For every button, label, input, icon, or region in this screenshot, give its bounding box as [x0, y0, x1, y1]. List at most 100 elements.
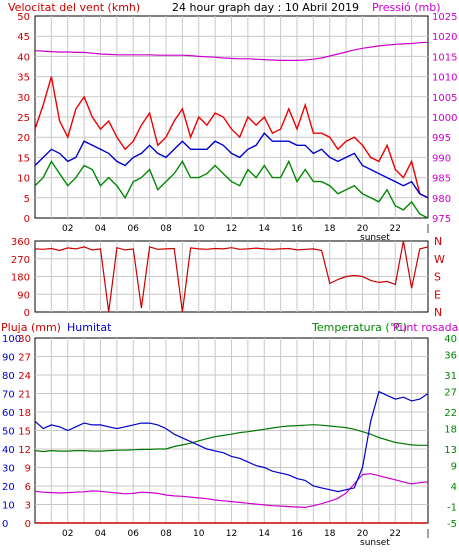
wind-speed-tick: 25 — [17, 113, 30, 124]
rain-tick: 27 — [18, 353, 31, 364]
humidity-title: Humitat — [67, 321, 112, 334]
rain-tick: 24 — [18, 371, 31, 382]
direction-cardinal-label: S — [434, 271, 441, 284]
rain-tick: 15 — [18, 427, 31, 438]
pressure-tick: 1000 — [432, 113, 457, 124]
temperature-tick: -5 — [447, 519, 457, 530]
wind-panel-series — [34, 41, 429, 219]
direction-cardinal-label: N — [434, 306, 442, 319]
temperature-tick: 40 — [444, 334, 457, 345]
x-tick-label: | — [426, 224, 429, 234]
wind-panel-x-axis: 02 04 06 08 10 12 14 16 18 20 22 | — [62, 224, 430, 234]
humidity-tick: 20 — [2, 482, 15, 493]
humidity-temperature-panel: 0 3 6 9 12 15 18 21 24 27 30 0 10 20 30 40 50 60 70 80 90 10… — [1, 321, 458, 548]
pressure-axis: 975 980 985 990 995 1000 1005 1010 1015 1020 1025 — [432, 12, 457, 225]
pressure-tick: 995 — [432, 133, 451, 144]
rain-tick: 12 — [18, 445, 31, 456]
direction-degree-tick: 180 — [11, 273, 30, 284]
x-tick-label: 12 — [226, 529, 237, 539]
direction-degree-tick: 360 — [11, 237, 30, 248]
humidity-tick: 30 — [2, 464, 15, 475]
x-tick-label: 14 — [259, 529, 271, 539]
rain-axis: 0 3 6 9 12 15 18 21 24 27 30 — [18, 334, 31, 530]
direction-panel-series — [34, 240, 429, 313]
sunset-label-1: sunset — [360, 233, 390, 243]
direction-cardinal-label: W — [434, 253, 445, 266]
pressure-tick: 1025 — [432, 12, 457, 23]
x-tick-label: 10 — [193, 529, 205, 539]
x-tick-label: 08 — [160, 224, 172, 234]
wind-speed-tick: 20 — [17, 133, 30, 144]
humidity-line — [34, 390, 429, 493]
pressure-tick: 1010 — [432, 73, 457, 84]
humidity-tick: 10 — [2, 501, 15, 512]
x-tick-label: 10 — [193, 224, 205, 234]
dewpoint-line — [34, 473, 429, 509]
temperature-tick: 18 — [444, 424, 457, 435]
rain-tick: 18 — [18, 408, 31, 419]
temperature-tick: 4 — [451, 482, 457, 493]
climate-panel-grid — [35, 338, 428, 523]
x-tick-label: 14 — [259, 224, 271, 234]
wind-speed-axis: 0 5 10 15 20 25 30 35 40 45 50 — [17, 12, 30, 225]
wind-speed-line — [34, 76, 429, 199]
temperature-tick: 13 — [444, 445, 457, 456]
pressure-line — [34, 41, 429, 62]
temperature-tick: 27 — [444, 387, 457, 398]
rain-tick: 3 — [25, 501, 31, 512]
rain-tick: 30 — [18, 334, 31, 345]
direction-degree-tick: 270 — [11, 255, 30, 266]
x-tick-label: 18 — [324, 224, 336, 234]
wind-speed-tick: 50 — [17, 12, 30, 23]
x-tick-label: | — [426, 529, 429, 539]
temperature-tick: 22 — [444, 408, 457, 419]
direction-cardinal-label: E — [434, 288, 441, 301]
wind-speed-tick: 15 — [17, 153, 30, 164]
x-tick-label: 06 — [128, 224, 140, 234]
rain-tick: 0 — [25, 519, 31, 530]
pressure-tick: 1005 — [432, 93, 457, 104]
wind-direction-line — [34, 240, 429, 313]
pressure-tick: 975 — [432, 214, 451, 225]
x-tick-label: 08 — [160, 529, 172, 539]
temperature-line — [34, 424, 428, 453]
date-title: 24 hour graph day : 10 Abril 2019 — [172, 1, 359, 14]
pressure-tick: 990 — [432, 153, 451, 164]
rain-tick: 6 — [25, 482, 31, 493]
wind-speed-tick: 5 — [24, 194, 30, 205]
temperature-tick: 31 — [444, 371, 457, 382]
direction-degree-tick: 90 — [17, 290, 30, 301]
humidity-tick: 100 — [2, 334, 21, 345]
pressure-tick: 1015 — [432, 52, 457, 63]
rain-tick: 9 — [25, 464, 31, 475]
temperature-tick: 9 — [451, 461, 457, 472]
temperature-tick: -1 — [447, 503, 457, 514]
temperature-title: Temperatura (°C) — [311, 321, 407, 334]
rain-title: Pluja (mm) — [1, 321, 61, 334]
wind-speed-tick: 30 — [17, 93, 30, 104]
direction-degree-tick: 0 — [24, 308, 30, 319]
wind-speed-tick: 45 — [17, 32, 30, 43]
rain-tick: 21 — [18, 390, 31, 401]
wind-minimum-line — [34, 159, 429, 219]
pressure-tick: 980 — [432, 194, 451, 205]
humidity-axis: 0 10 20 30 40 50 60 70 80 90 100 — [2, 334, 21, 530]
wind-speed-title: Velocitat del vent (kmh) — [8, 1, 140, 14]
dewpoint-title: Punt rosada — [393, 321, 458, 334]
x-tick-label: 18 — [324, 529, 336, 539]
humidity-tick: 50 — [2, 427, 15, 438]
x-tick-label: 16 — [291, 529, 303, 539]
humidity-tick: 70 — [2, 390, 15, 401]
x-tick-label: 02 — [62, 224, 73, 234]
x-tick-label: 20 — [357, 529, 369, 539]
sunset-label-2: sunset — [360, 538, 390, 548]
humidity-tick: 90 — [2, 353, 15, 364]
wind-average-line — [34, 132, 429, 199]
humidity-tick: 60 — [2, 408, 15, 419]
x-tick-label: 06 — [128, 529, 140, 539]
humidity-tick: 80 — [2, 371, 15, 382]
x-tick-label: 20 — [357, 224, 369, 234]
x-tick-label: 22 — [390, 529, 401, 539]
